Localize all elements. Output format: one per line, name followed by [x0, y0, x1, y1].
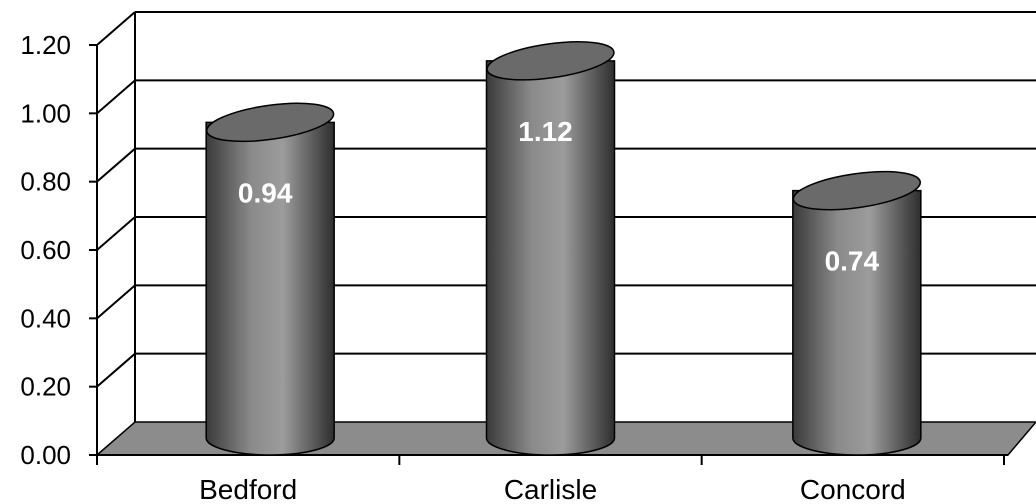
data-label: 0.74 [825, 246, 880, 277]
gridline-diagonal [96, 11, 136, 46]
y-tick-label: 0.20 [20, 372, 71, 402]
y-tick-label: 0.00 [20, 440, 71, 470]
bar-body [792, 189, 922, 456]
bar-body [205, 121, 335, 456]
bar-top [792, 170, 922, 211]
y-tick-label: 0.60 [20, 235, 71, 265]
bar-body [485, 60, 616, 456]
x-tick-label: Carlisle [504, 474, 597, 504]
gridline-diagonal [96, 284, 136, 320]
bars: 0.94 1.12 0.74 [205, 41, 922, 456]
gridline-diagonal [96, 79, 136, 115]
x-tick-label: Concord [800, 474, 906, 504]
bar-top [205, 102, 335, 143]
y-tick-label: 0.80 [20, 167, 71, 197]
data-label: 0.94 [238, 177, 293, 208]
gridline-diagonal [96, 216, 136, 251]
category-labels: Bedford Carlisle Concord [199, 474, 906, 504]
bar-bedford: 0.94 [205, 102, 335, 456]
gridline-diagonal [96, 352, 136, 388]
y-tick-label: 1.00 [20, 98, 71, 128]
data-label: 1.12 [518, 116, 573, 147]
gridline-diagonal [96, 147, 136, 183]
y-tick-labels: 0.00 0.20 0.40 0.60 0.80 1.00 1.20 [20, 30, 71, 470]
bar-carlisle: 1.12 [485, 41, 616, 456]
y-tick-label: 0.40 [20, 303, 71, 333]
bar-concord: 0.74 [792, 170, 922, 456]
x-tick-label: Bedford [199, 474, 297, 504]
y-tick-label: 1.20 [20, 30, 71, 60]
bar-top [486, 41, 615, 81]
